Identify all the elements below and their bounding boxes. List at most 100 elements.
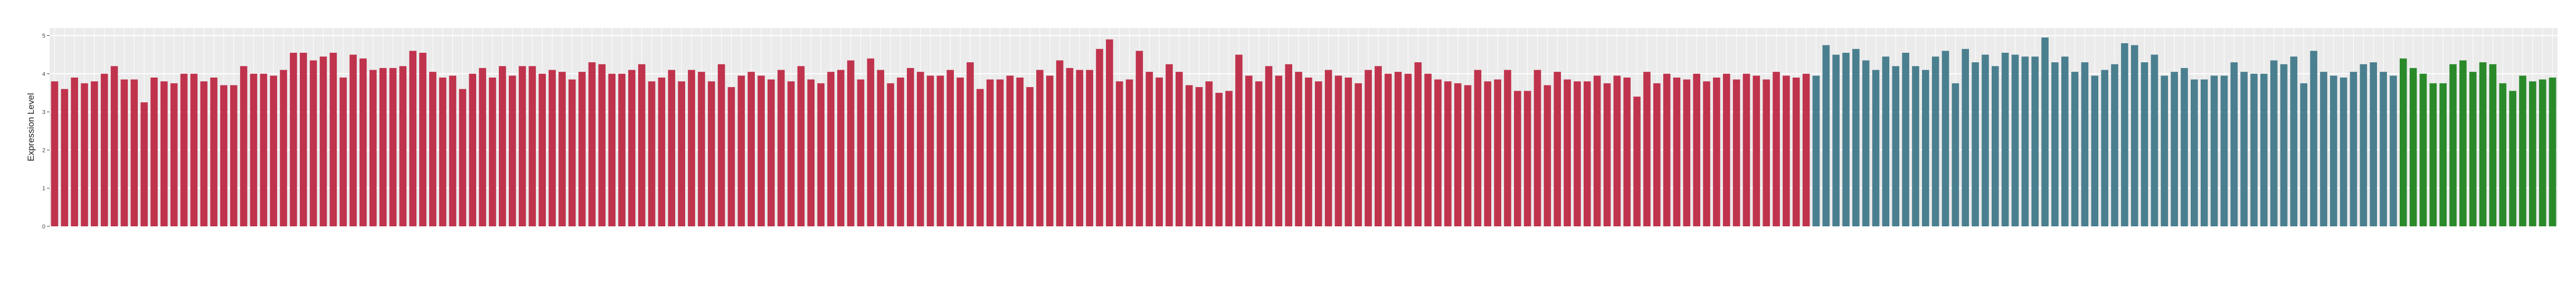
bar: [887, 83, 894, 226]
bar: [309, 60, 317, 226]
bar: [180, 73, 188, 226]
bar: [2390, 75, 2397, 226]
bar: [1742, 73, 1750, 226]
bar: [827, 72, 835, 226]
bar: [1603, 83, 1611, 226]
bar: [1006, 75, 1014, 226]
bar: [747, 72, 755, 226]
bar: [250, 73, 258, 226]
bar: [1494, 79, 1501, 226]
bar: [1822, 45, 1830, 227]
bar: [240, 66, 248, 227]
bar: [2360, 64, 2367, 226]
bar: [618, 73, 626, 226]
bar: [1344, 78, 1352, 226]
bar: [1255, 81, 1263, 226]
bar: [1375, 66, 1382, 227]
bar: [2509, 91, 2516, 227]
bar: [668, 70, 676, 227]
bar: [2290, 56, 2298, 226]
bar: [907, 68, 914, 226]
bar: [290, 53, 297, 226]
bar: [1584, 81, 1591, 226]
bar: [2031, 56, 2039, 226]
bar: [1623, 78, 1631, 226]
bar: [608, 73, 615, 226]
bar: [1185, 85, 1193, 226]
bar: [737, 75, 745, 226]
bar: [1703, 81, 1710, 226]
bar: [439, 78, 447, 226]
bar: [658, 78, 666, 226]
bar: [1533, 70, 1541, 227]
bar: [459, 89, 467, 226]
bar: [200, 81, 208, 226]
bar: [170, 83, 178, 226]
bar: [160, 81, 168, 226]
bar: [1763, 79, 1770, 226]
bar: [1593, 75, 1601, 226]
bar: [2399, 58, 2407, 226]
bar: [1334, 75, 1342, 226]
bar: [2021, 56, 2029, 226]
bar: [319, 56, 327, 226]
bar: [220, 85, 228, 226]
bar: [1454, 83, 1462, 226]
y-tick-label: 0: [42, 224, 45, 230]
bar: [777, 70, 785, 227]
bar: [2171, 72, 2178, 226]
bar: [1056, 60, 1064, 226]
bar: [727, 87, 735, 227]
bar: [2101, 70, 2108, 227]
bar: [1523, 91, 1531, 227]
bar: [230, 85, 238, 226]
bar: [2459, 60, 2467, 226]
bar: [2280, 64, 2288, 226]
bar: [479, 68, 486, 226]
bar: [1673, 78, 1681, 226]
bar: [100, 73, 108, 226]
bar: [986, 79, 994, 226]
bar: [1026, 87, 1034, 227]
bar: [1912, 66, 1919, 227]
bar: [2051, 62, 2059, 227]
y-tick-label: 5: [42, 33, 45, 39]
bar: [499, 66, 506, 227]
bar: [717, 64, 725, 226]
bar: [897, 78, 904, 226]
bar: [1872, 70, 1880, 227]
y-tick-label: 4: [42, 71, 45, 78]
bar: [2370, 62, 2378, 227]
bar: [130, 79, 138, 226]
bar: [1424, 73, 1432, 226]
bar: [299, 53, 307, 226]
bar: [419, 53, 427, 226]
bar: [2011, 54, 2019, 226]
bar: [1215, 92, 1223, 226]
bar: [1404, 73, 1412, 226]
bar: [1732, 79, 1740, 226]
bar: [2439, 83, 2447, 226]
bar: [916, 72, 924, 226]
bar: [548, 70, 556, 227]
bar: [2409, 68, 2417, 226]
bar: [329, 53, 337, 226]
bar: [1643, 72, 1651, 226]
bar: [518, 66, 526, 227]
bar: [1046, 75, 1054, 226]
bar: [628, 70, 636, 227]
bar: [569, 79, 576, 226]
bar: [1225, 91, 1233, 227]
bar: [489, 78, 496, 226]
bar: [1792, 78, 1800, 226]
bar: [1016, 78, 1024, 226]
bar: [698, 72, 705, 226]
bar: [976, 89, 984, 226]
bar: [1115, 81, 1123, 226]
bar: [1773, 72, 1780, 226]
bar: [1235, 54, 1243, 226]
bar: [768, 79, 775, 226]
bar: [1036, 70, 1044, 227]
bar: [2310, 51, 2317, 226]
bar: [588, 62, 596, 227]
